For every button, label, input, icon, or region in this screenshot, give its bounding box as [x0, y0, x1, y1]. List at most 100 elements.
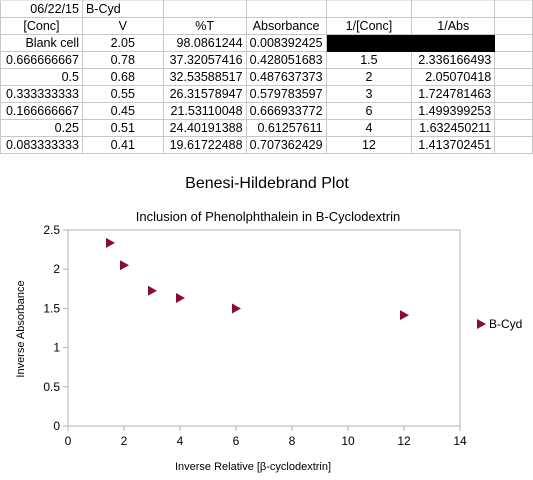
- x-tick-label: 0: [65, 434, 72, 448]
- cell[interactable]: 98.0861244: [162, 34, 247, 52]
- cell[interactable]: 24.40191388: [162, 119, 247, 137]
- cell[interactable]: 0.083333333: [0, 136, 83, 154]
- x-tick-label: 2: [121, 434, 128, 448]
- cell[interactable]: Absorbance: [245, 17, 327, 35]
- sheet-data-row: 0.333333333 0.55 26.31578947 0.579783597 3 1.…: [0, 85, 533, 103]
- sheet-data-row: Blank cell 2.05 98.0861244 0.008392425: [0, 34, 533, 52]
- cell[interactable]: [494, 17, 533, 35]
- cell[interactable]: 0.487637373: [245, 68, 327, 86]
- cell[interactable]: 0.45: [81, 102, 164, 120]
- cell[interactable]: 12: [325, 136, 413, 154]
- legend-label: B-Cyd: [489, 317, 522, 331]
- cell[interactable]: 3: [325, 85, 413, 103]
- cell[interactable]: Blank cell: [0, 34, 83, 52]
- cell[interactable]: [162, 0, 247, 18]
- x-tick-label: 4: [177, 434, 184, 448]
- cell[interactable]: [494, 34, 533, 52]
- y-tick-label: 2: [53, 262, 60, 276]
- cell[interactable]: 0.333333333: [0, 85, 83, 103]
- y-axis-ticks: 0 0.5 1 1.5 2 2.5: [43, 223, 68, 433]
- data-point: [232, 303, 241, 314]
- y-tick-label: 0.5: [43, 380, 60, 394]
- cell[interactable]: [494, 85, 533, 103]
- sheet-data-row: 0.166666667 0.45 21.53110048 0.666933772 6 1.…: [0, 102, 533, 120]
- cell[interactable]: [494, 0, 533, 18]
- cell[interactable]: [494, 136, 533, 154]
- cell[interactable]: 1/[Conc]: [325, 17, 413, 35]
- cell[interactable]: [325, 34, 413, 52]
- y-tick-label: 2.5: [43, 223, 60, 237]
- chart-legend: B-Cyd: [477, 317, 522, 331]
- cell[interactable]: 2.336166493: [411, 51, 496, 69]
- cell[interactable]: 0.55: [81, 85, 164, 103]
- series-markers: [106, 237, 409, 321]
- cell[interactable]: 0.666666667: [0, 51, 83, 69]
- cell[interactable]: [411, 0, 496, 18]
- cell[interactable]: 0.68: [81, 68, 164, 86]
- x-axis-label: Inverse Relative [β-cyclodextrin]: [175, 461, 331, 473]
- cell[interactable]: 0.428051683: [245, 51, 327, 69]
- legend-marker: [477, 319, 486, 329]
- y-tick-label: 1.5: [43, 301, 60, 315]
- cell[interactable]: [245, 0, 327, 18]
- cell[interactable]: 19.61722488: [162, 136, 247, 154]
- x-axis-ticks: 0 2 4 6 8 10 12 14: [65, 426, 467, 448]
- cell[interactable]: V: [81, 17, 164, 35]
- sheet-header-row: [Conc] V %T Absorbance 1/[Conc] 1/Abs: [0, 17, 533, 35]
- x-tick-label: 6: [233, 434, 240, 448]
- y-tick-label: 0: [53, 419, 60, 433]
- chart-subtitle: Inclusion of Phenolphthalein in B-Cyclod…: [136, 209, 401, 224]
- cell[interactable]: 26.31578947: [162, 85, 247, 103]
- plot-area: [67, 229, 461, 427]
- cell[interactable]: 4: [325, 119, 413, 137]
- cell[interactable]: 0.707362429: [245, 136, 327, 154]
- x-tick-label: 10: [341, 434, 355, 448]
- data-point: [400, 310, 409, 321]
- cell[interactable]: 1/Abs: [411, 17, 496, 35]
- cell[interactable]: 6: [325, 102, 413, 120]
- cell[interactable]: 0.78: [81, 51, 164, 69]
- cell[interactable]: %T: [162, 17, 247, 35]
- cell[interactable]: [325, 0, 413, 18]
- sheet-data-row: 0.5 0.68 32.53588517 0.487637373 2 2.05070418: [0, 68, 533, 86]
- cell[interactable]: 0.25: [0, 119, 83, 137]
- cell[interactable]: 1.632450211: [411, 119, 496, 137]
- cell[interactable]: 0.008392425: [245, 34, 327, 52]
- cell[interactable]: [Conc]: [0, 17, 83, 35]
- cell[interactable]: 0.166666667: [0, 102, 83, 120]
- sheet-row-date: 06/22/15 B-Cyd: [0, 0, 533, 18]
- cell[interactable]: 06/22/15: [0, 0, 83, 18]
- cell[interactable]: 1.499399253: [411, 102, 496, 120]
- cell[interactable]: 1.413702451: [411, 136, 496, 154]
- data-point: [148, 285, 157, 296]
- cell[interactable]: 21.53110048: [162, 102, 247, 120]
- y-tick-label: 1: [53, 341, 60, 355]
- cell[interactable]: [494, 68, 533, 86]
- cell[interactable]: 0.5: [0, 68, 83, 86]
- cell[interactable]: 2.05070418: [411, 68, 496, 86]
- sheet-data-row: 0.083333333 0.41 19.61722488 0.707362429 12 1…: [0, 136, 533, 154]
- cell[interactable]: 37.32057416: [162, 51, 247, 69]
- cell[interactable]: [411, 34, 496, 52]
- cell[interactable]: 32.53588517: [162, 68, 247, 86]
- cell[interactable]: 0.666933772: [245, 102, 327, 120]
- cell[interactable]: [494, 102, 533, 120]
- plot-border: [67, 229, 461, 427]
- cell[interactable]: 0.579783597: [245, 85, 327, 103]
- cell[interactable]: 2: [325, 68, 413, 86]
- cell[interactable]: 0.51: [81, 119, 164, 137]
- cell[interactable]: 1.724781463: [411, 85, 496, 103]
- sheet-data-row: 0.25 0.51 24.40191388 0.61257611 4 1.63245021…: [0, 119, 533, 137]
- cell[interactable]: 0.61257611: [245, 119, 327, 137]
- cell[interactable]: [494, 119, 533, 137]
- cell[interactable]: 1.5: [325, 51, 413, 69]
- cell[interactable]: 0.41: [81, 136, 164, 154]
- cell[interactable]: 2.05: [81, 34, 164, 52]
- cell[interactable]: B-Cyd: [81, 0, 164, 18]
- data-point: [120, 260, 129, 271]
- cell[interactable]: [494, 51, 533, 69]
- benesi-hildebrand-chart: Benesi-Hildebrand Plot Inclusion of Phen…: [15, 175, 522, 473]
- y-axis-label: Inverse Absorbance: [15, 280, 27, 377]
- chart-title: Benesi-Hildebrand Plot: [185, 175, 349, 192]
- data-point: [106, 237, 115, 248]
